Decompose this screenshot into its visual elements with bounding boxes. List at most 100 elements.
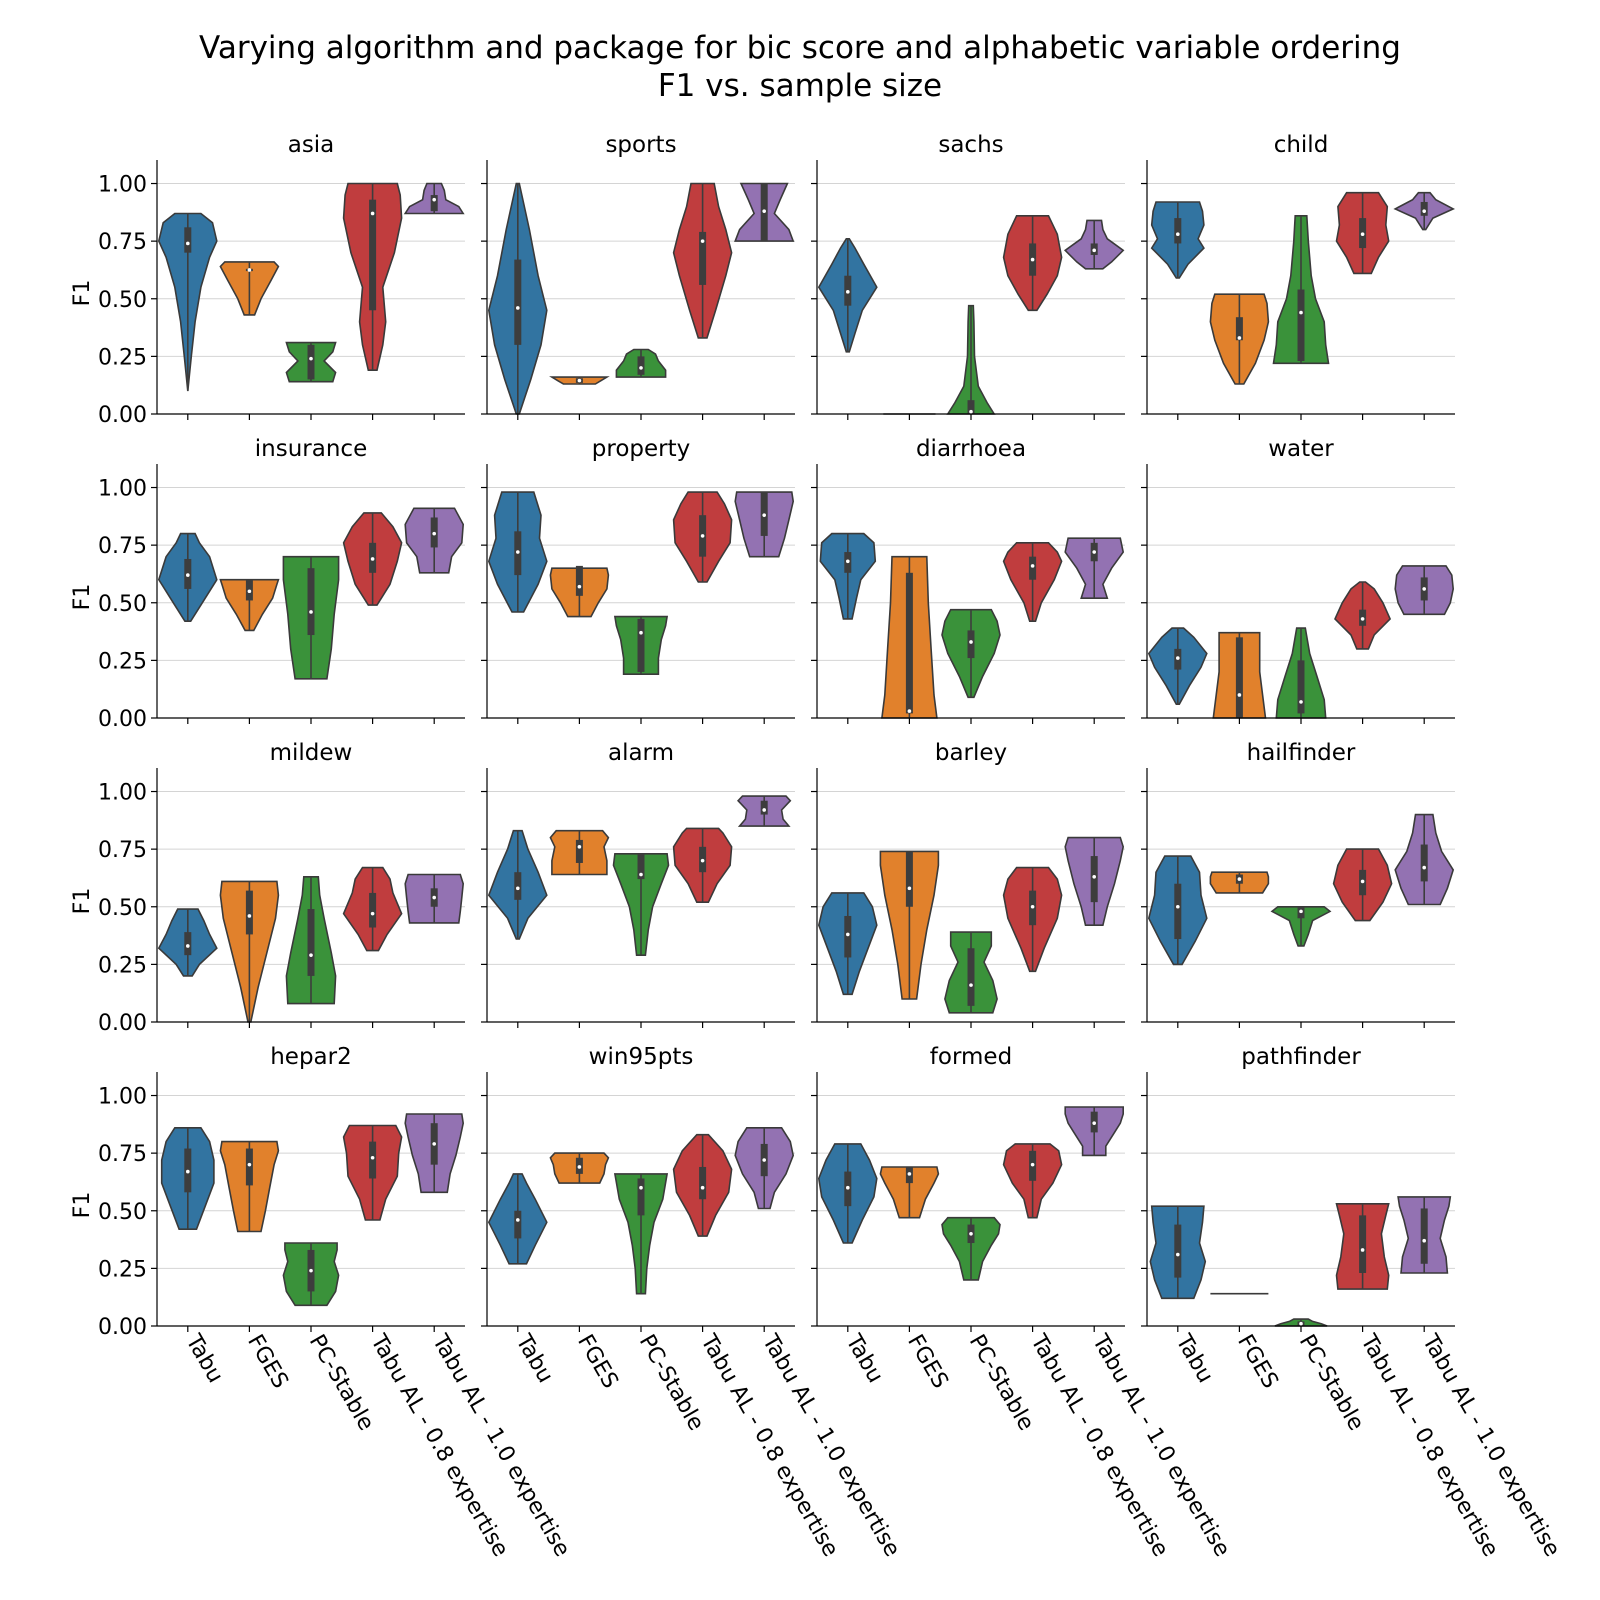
panel-title: diarrhoea <box>916 436 1026 462</box>
panel-alarm: alarm <box>481 740 795 1028</box>
median-point <box>186 241 190 246</box>
median-point <box>1176 656 1180 660</box>
panel-diarrhoea: diarrhoea <box>811 436 1125 724</box>
panel-grid: asia 0.00 0.25 0.50 0.75 1.00 F1 sports sachs chi… <box>70 132 1565 1561</box>
median-point <box>432 531 437 536</box>
y-tick-label: 0.50 <box>98 1200 147 1225</box>
iqr-box <box>369 199 377 311</box>
median-point <box>762 808 766 812</box>
median-point <box>700 534 705 538</box>
median-point <box>1422 1238 1426 1243</box>
y-tick-label: 0.50 <box>98 896 147 921</box>
y-tick-label: 0.00 <box>98 707 147 732</box>
iqr-box <box>575 565 583 596</box>
y-tick-label: 0.75 <box>98 230 147 255</box>
panel-sachs: sachs <box>811 132 1125 420</box>
iqr-box <box>369 892 377 928</box>
iqr-box <box>184 932 192 956</box>
panel-title: alarm <box>608 740 674 766</box>
iqr-box <box>307 909 315 976</box>
panel-title: water <box>1268 436 1334 462</box>
median-point <box>1030 564 1035 568</box>
y-axis-label: F1 <box>70 1192 95 1219</box>
panel-asia: asia 0.00 0.25 0.50 0.75 1.00 F1 <box>70 132 465 428</box>
median-point <box>1030 904 1035 909</box>
panel-title: barley <box>935 740 1007 766</box>
panel-barley: barley <box>811 740 1125 1028</box>
median-point <box>700 239 705 243</box>
median-point <box>1422 587 1426 591</box>
panel-title: sachs <box>938 132 1003 158</box>
panel-title: hailfinder <box>1247 740 1356 766</box>
median-point <box>516 306 520 310</box>
y-tick-label: 0.75 <box>98 838 147 863</box>
median-point <box>186 573 190 577</box>
iqr-box <box>1420 1208 1428 1264</box>
iqr-box <box>844 915 852 958</box>
x-tick-label: Tabu <box>840 1330 888 1388</box>
iqr-box <box>967 948 975 1006</box>
median-point <box>516 1218 520 1222</box>
iqr-box <box>1359 1215 1367 1273</box>
median-point <box>1176 1252 1180 1257</box>
median-point <box>1237 877 1242 881</box>
median-point <box>1237 693 1242 697</box>
iqr-box <box>369 1141 377 1179</box>
median-point <box>1422 865 1426 870</box>
panel-water: water <box>1141 436 1455 724</box>
median-point <box>432 1142 437 1146</box>
median-point <box>516 886 520 891</box>
median-point <box>309 356 313 361</box>
y-tick-label: 1.00 <box>98 781 147 806</box>
median-point <box>247 914 252 918</box>
y-tick-label: 0.50 <box>98 288 147 313</box>
panel-insurance: insurance 0.00 0.25 0.50 0.75 1.00 F1 <box>70 436 465 732</box>
iqr-box <box>905 572 913 714</box>
median-point <box>186 944 190 948</box>
y-tick-label: 0.25 <box>98 649 147 674</box>
x-tick-label: FGES <box>242 1331 292 1393</box>
y-axis-label: F1 <box>70 584 95 611</box>
median-point <box>1299 1321 1303 1326</box>
median-point <box>969 983 973 987</box>
median-point <box>639 630 643 635</box>
y-tick-label: 1.00 <box>98 477 147 502</box>
panel-title: property <box>592 436 690 462</box>
iqr-box <box>575 839 583 863</box>
median-point <box>247 1162 252 1167</box>
iqr-box <box>1297 660 1305 714</box>
median-point <box>1299 700 1303 704</box>
median-point <box>1422 209 1426 213</box>
median-point <box>846 1185 850 1190</box>
median-point <box>577 845 582 849</box>
figure-title-line1: Varying algorithm and package for bic sc… <box>199 30 1401 66</box>
median-point <box>247 268 252 272</box>
median-point <box>969 1232 973 1236</box>
iqr-box <box>967 400 975 414</box>
median-point <box>907 886 912 891</box>
median-point <box>516 550 520 554</box>
y-axis-label: F1 <box>70 888 95 915</box>
y-tick-label: 0.25 <box>98 953 147 978</box>
iqr-box <box>1235 317 1243 341</box>
iqr-box <box>184 227 192 253</box>
median-point <box>639 872 643 877</box>
median-point <box>1092 550 1096 554</box>
x-tick-label: Tabu <box>510 1330 558 1388</box>
median-point <box>1092 1121 1096 1125</box>
panel-title: hepar2 <box>270 1044 352 1070</box>
iqr-box <box>307 344 315 380</box>
median-point <box>1030 1162 1035 1167</box>
panel-hailfinder: hailfinder <box>1141 740 1455 1028</box>
median-point <box>1299 310 1303 315</box>
median-point <box>1360 617 1365 621</box>
median-point <box>309 953 313 957</box>
y-axis-label: F1 <box>70 280 95 307</box>
median-point <box>1176 232 1180 237</box>
panel-title: formed <box>930 1044 1012 1070</box>
iqr-box <box>1235 637 1243 718</box>
iqr-box <box>1174 218 1182 244</box>
iqr-box <box>699 231 707 285</box>
